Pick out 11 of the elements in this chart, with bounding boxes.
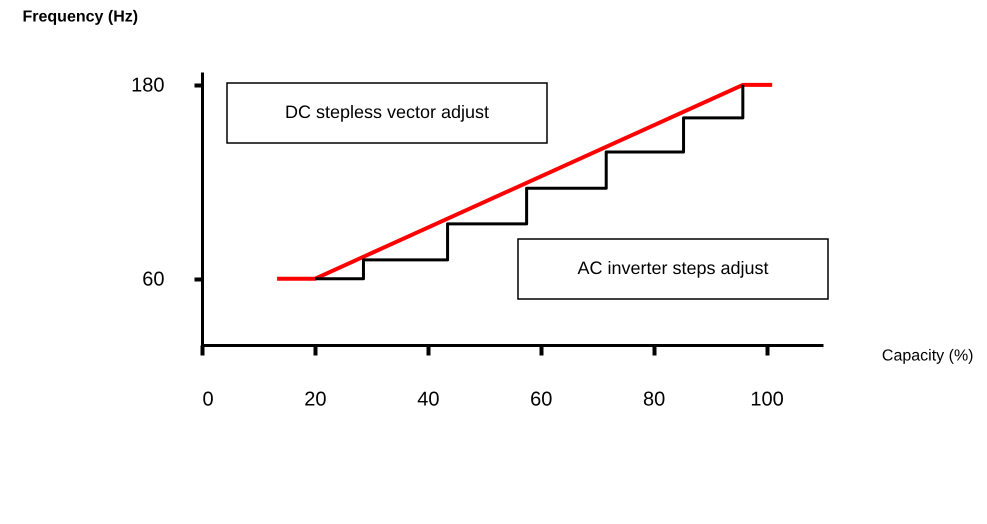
x-tick-label: 60 — [530, 388, 552, 410]
y-axis-title: Frequency (Hz) — [22, 8, 138, 26]
x-axis-title: Capacity (%) — [882, 348, 974, 364]
x-tick-label: 100 — [750, 388, 784, 410]
x-tick-label: 20 — [304, 388, 327, 410]
annotation: DC stepless vector adjust — [284, 102, 490, 122]
x-tick-label: 80 — [643, 388, 666, 410]
annotation: AC inverter steps adjust — [577, 258, 769, 278]
x-tick-label: 40 — [417, 388, 440, 410]
y-tick-label: 180 — [131, 74, 164, 96]
x-tick-label: 0 — [202, 388, 214, 410]
